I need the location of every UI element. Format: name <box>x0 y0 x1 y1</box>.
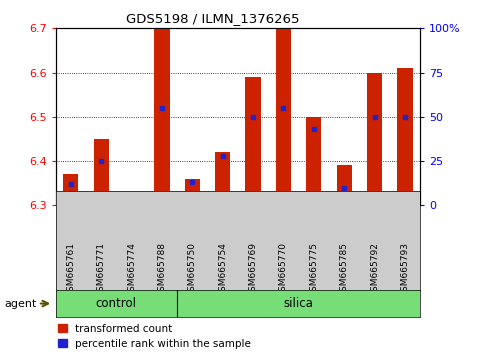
Bar <box>245 77 261 205</box>
Text: silica: silica <box>284 297 313 310</box>
Bar <box>63 175 78 205</box>
Bar <box>337 166 352 205</box>
Legend: transformed count, percentile rank within the sample: transformed count, percentile rank withi… <box>58 324 251 349</box>
Bar <box>154 28 170 205</box>
Bar <box>215 152 230 205</box>
Text: agent: agent <box>5 298 37 309</box>
Bar <box>306 117 322 205</box>
Bar <box>94 139 109 205</box>
Bar <box>367 73 382 205</box>
Bar <box>276 28 291 205</box>
Bar <box>185 179 200 205</box>
Bar <box>124 196 139 205</box>
Bar <box>398 68 412 205</box>
Text: GDS5198 / ILMN_1376265: GDS5198 / ILMN_1376265 <box>126 12 299 25</box>
Text: control: control <box>96 297 137 310</box>
